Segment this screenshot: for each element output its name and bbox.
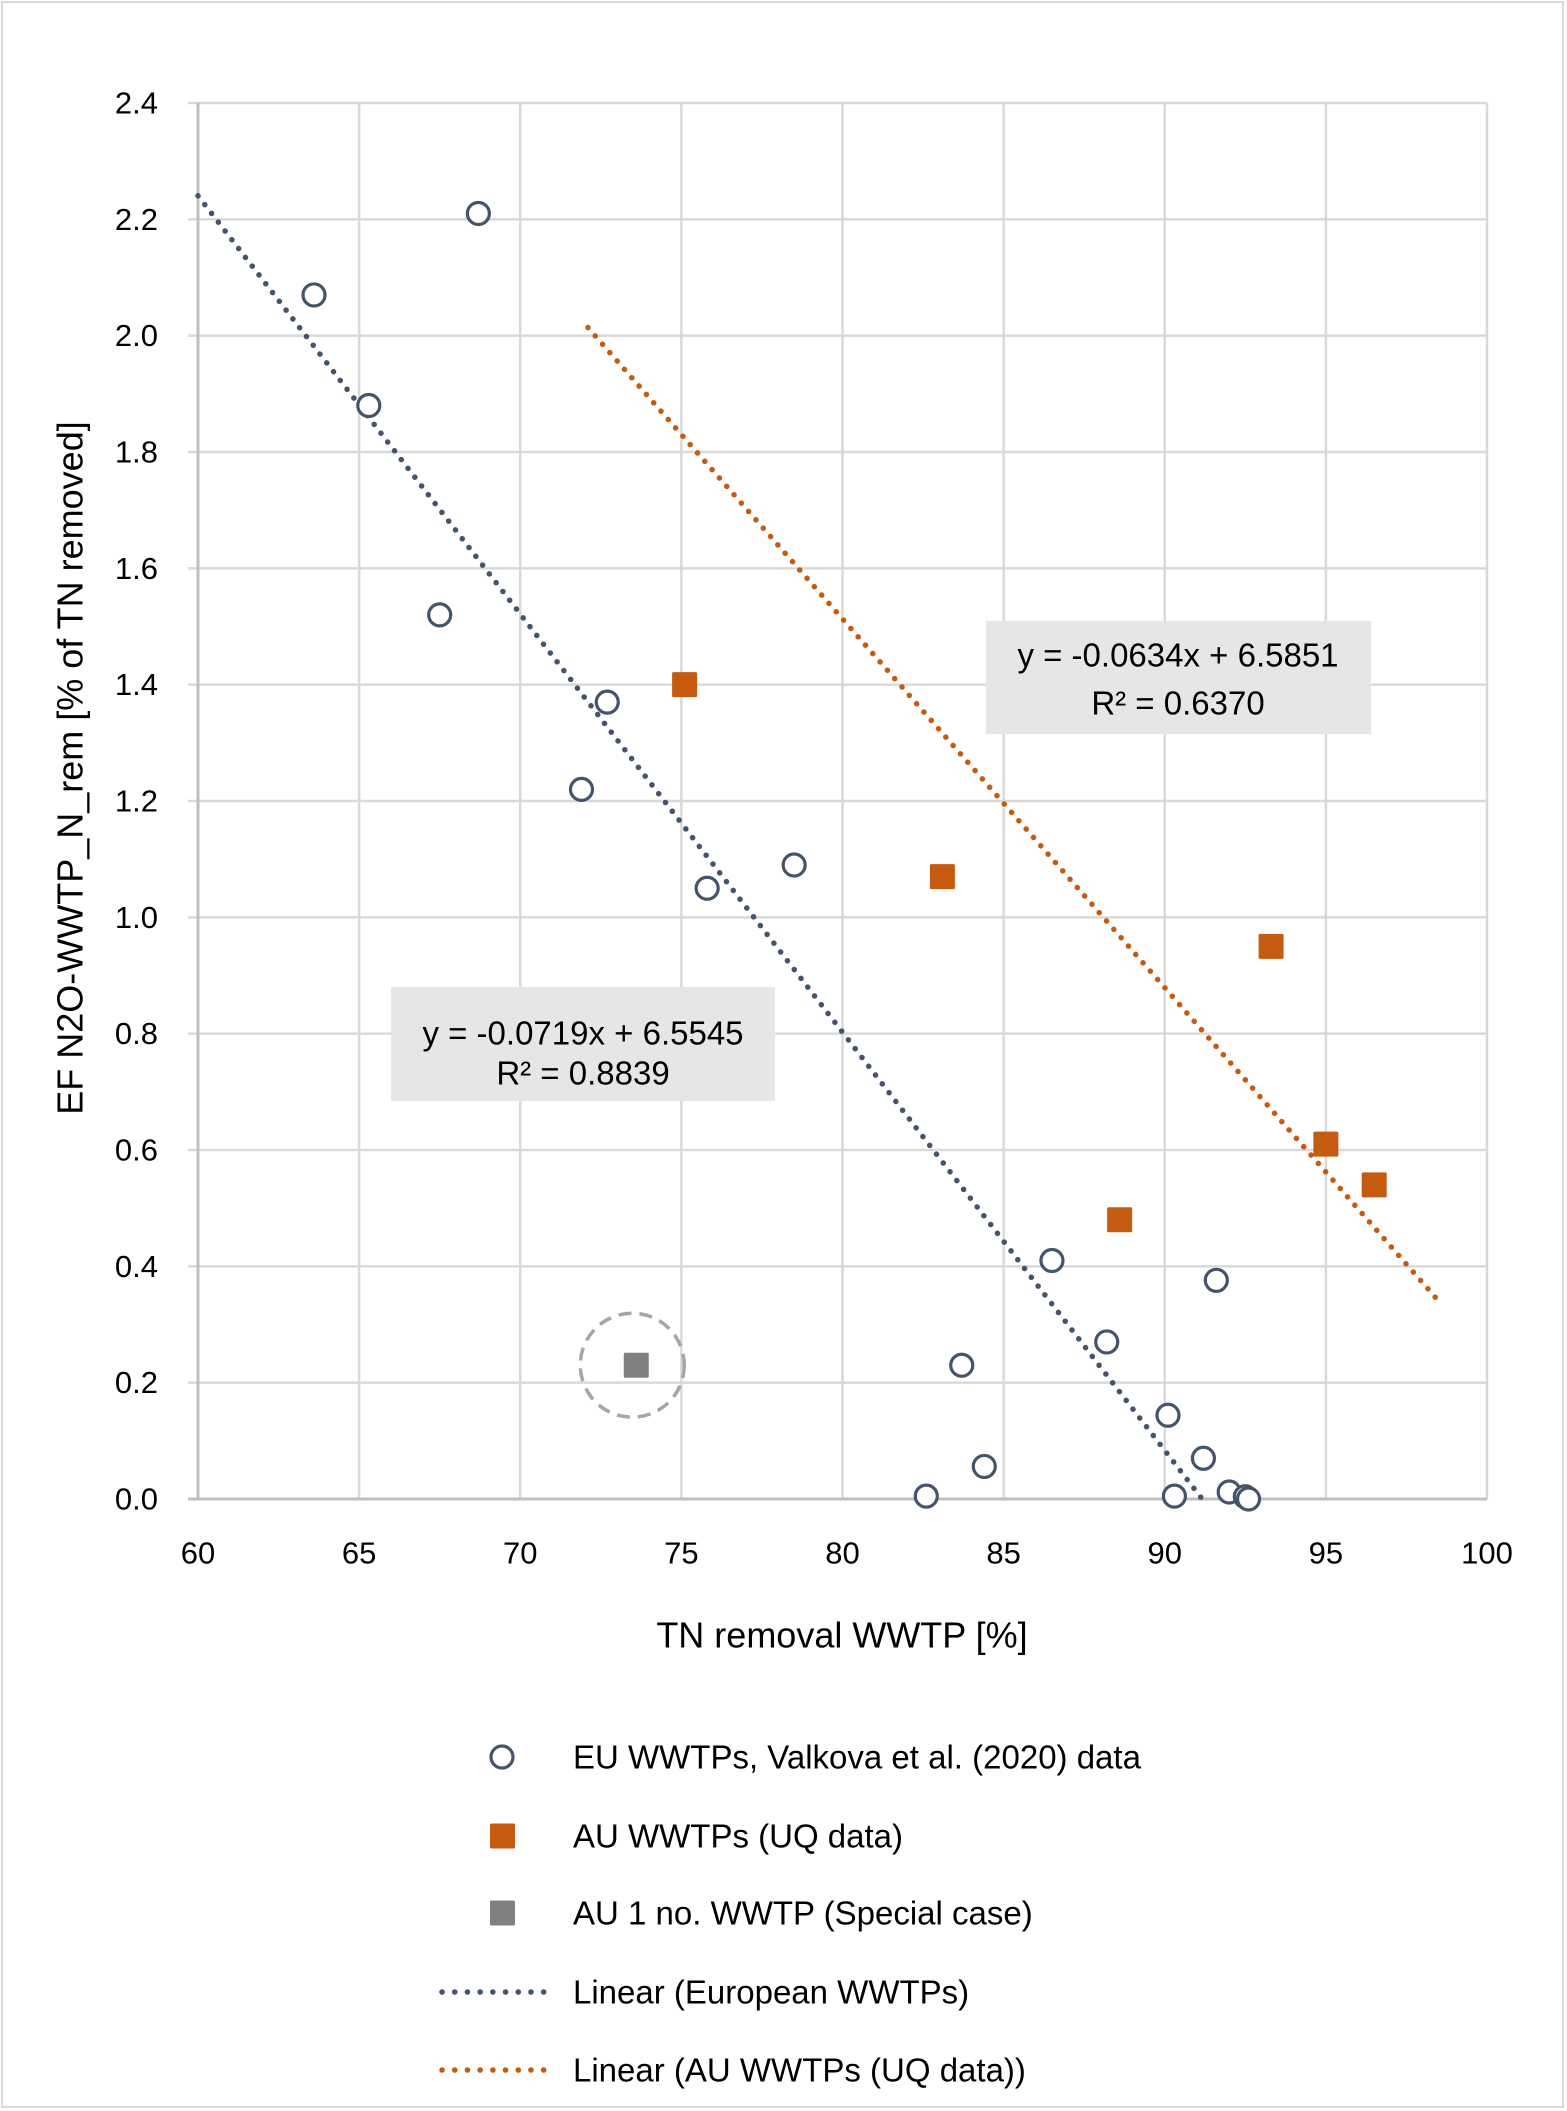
trendline-au	[585, 324, 1440, 1303]
eu-point	[694, 875, 720, 901]
au-point	[929, 864, 955, 890]
eu-point	[1235, 1486, 1262, 1512]
eu-point	[1161, 1483, 1188, 1509]
y-tick-label: 2.0	[115, 318, 158, 353]
trendline-european	[195, 193, 1205, 1502]
y-tick-label: 0.6	[115, 1133, 158, 1168]
au-point	[1313, 1131, 1339, 1157]
au-equation: y = -0.0634x + 6.5851	[1017, 637, 1338, 674]
special-case-highlight-circle	[578, 1311, 687, 1419]
eu-point	[1190, 1445, 1217, 1471]
eu-point	[594, 689, 620, 715]
eu-point	[1203, 1267, 1229, 1293]
trendline-annotations: y = -0.0719x + 6.5545 R² = 0.8839 y = -0…	[391, 621, 1371, 1101]
eu-point	[781, 852, 807, 878]
au-equation-background	[986, 621, 1371, 734]
x-tick-label: 70	[503, 1536, 537, 1571]
x-tick-label: 95	[1309, 1536, 1343, 1571]
eu-point	[971, 1453, 997, 1480]
eu-point	[465, 200, 491, 227]
y-tick-label: 1.2	[115, 784, 158, 819]
y-tick-label: 1.6	[115, 551, 158, 586]
legend-item: Linear (European WWTPs)	[439, 1974, 969, 2011]
eu-point	[356, 392, 382, 419]
x-tick-label: 80	[825, 1536, 859, 1571]
au-point	[1258, 933, 1284, 959]
legend-label: AU 1 no. WWTP (Special case)	[573, 1895, 1033, 1932]
legend-item: AU 1 no. WWTP (Special case)	[490, 1895, 1033, 1932]
au-point	[672, 672, 698, 698]
legend-label: AU WWTPs (UQ data)	[573, 1818, 903, 1855]
legend-item: EU WWTPs, Valkova et al. (2020) data	[489, 1739, 1142, 1776]
trendlines	[195, 193, 1440, 1502]
y-tick-label: 0.2	[115, 1365, 158, 1400]
eu-equation-box: y = -0.0719x + 6.5545 R² = 0.8839	[391, 987, 775, 1101]
x-tick-label: 90	[1148, 1536, 1182, 1571]
legend-square-icon	[490, 1900, 515, 1926]
au-equation-box: y = -0.0634x + 6.5851 R² = 0.6370	[986, 621, 1371, 734]
y-tick-label: 2.4	[115, 86, 158, 121]
legend-label: Linear (AU WWTPs (UQ data))	[573, 2052, 1026, 2089]
eu-equation-background	[391, 987, 775, 1101]
legend-label: Linear (European WWTPs)	[573, 1974, 969, 2011]
eu-point	[1094, 1329, 1120, 1355]
x-tick-label: 85	[986, 1536, 1020, 1571]
y-tick-label: 0.4	[115, 1249, 158, 1284]
x-tick-label: 60	[181, 1536, 215, 1571]
eu-point	[568, 776, 595, 802]
x-tick-label: 75	[664, 1536, 698, 1571]
eu-point	[301, 282, 327, 308]
legend: EU WWTPs, Valkova et al. (2020) data AU W…	[439, 1739, 1142, 2089]
eu-point	[949, 1352, 975, 1378]
eu-r2: R² = 0.8839	[496, 1055, 669, 1092]
eu-point	[427, 602, 453, 628]
special-case-point	[623, 1352, 649, 1378]
axes	[188, 103, 1487, 1501]
gridlines	[188, 101, 1489, 1499]
au-point	[1107, 1207, 1133, 1233]
legend-item: AU WWTPs (UQ data)	[490, 1818, 903, 1855]
eu-equation: y = -0.0719x + 6.5545	[422, 1015, 743, 1052]
y-tick-label: 1.4	[115, 667, 158, 702]
legend-label: EU WWTPs, Valkova et al. (2020) data	[573, 1739, 1142, 1776]
y-tick-label: 0.8	[115, 1016, 158, 1051]
au-r2: R² = 0.6370	[1091, 685, 1264, 722]
legend-circle-icon	[489, 1744, 515, 1770]
y-tick-label: 2.2	[115, 202, 158, 237]
y-axis-title: EF N2O-WWTP_N_rem [% of TN removed]	[50, 421, 91, 1114]
legend-item: Linear (AU WWTPs (UQ data))	[439, 2052, 1026, 2089]
eu-point	[913, 1483, 939, 1509]
y-tick-label: 0.0	[115, 1482, 158, 1517]
eu-point	[1155, 1402, 1181, 1428]
x-axis-title: TN removal WWTP [%]	[656, 1615, 1027, 1656]
legend-square-icon	[490, 1823, 515, 1849]
y-tick-label: 1.8	[115, 435, 158, 470]
x-tick-label: 65	[342, 1536, 376, 1571]
data-points	[301, 200, 1387, 1512]
eu-point	[1039, 1247, 1065, 1274]
au-point	[1361, 1172, 1387, 1198]
tick-labels: 60 65 70 75 80 85 90 95 100 0.0 0.2 0.4 0.6 0.8 1.0 1.2…	[115, 86, 1513, 1571]
x-tick-label: 100	[1461, 1536, 1513, 1571]
y-tick-label: 1.0	[115, 900, 158, 935]
